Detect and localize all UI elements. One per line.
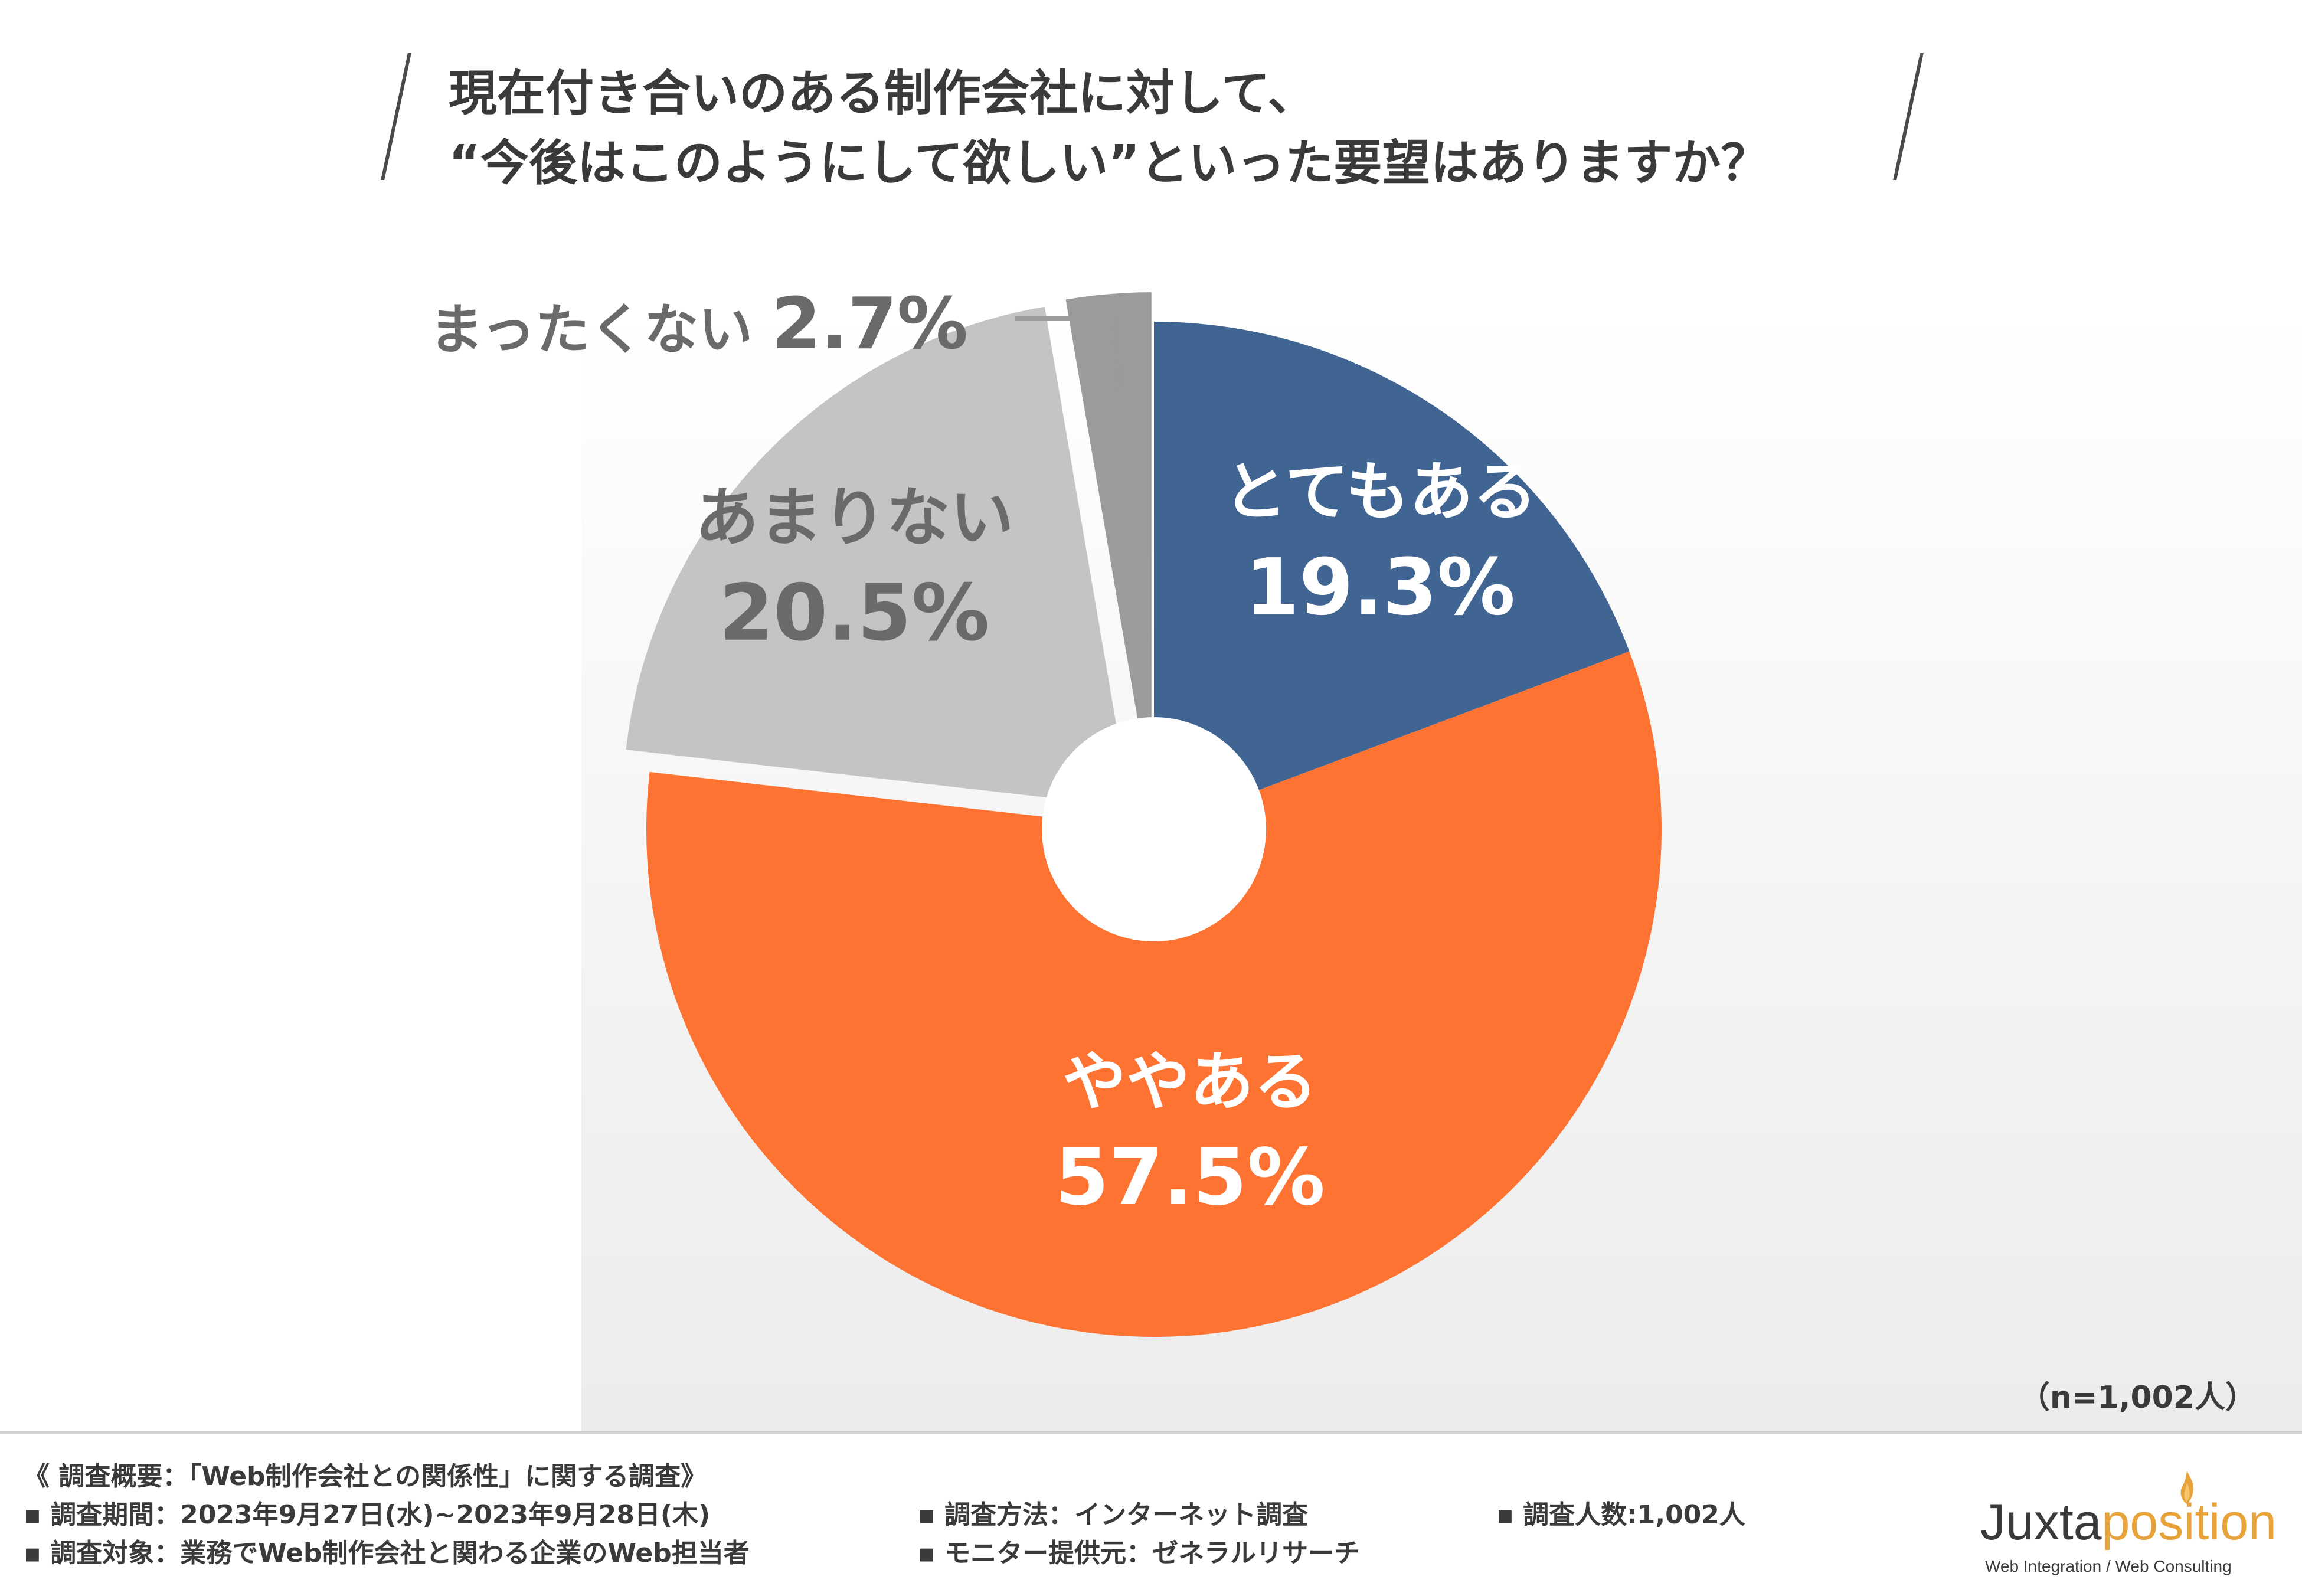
sample-size: （n=1,002人） [2019,1380,2256,1415]
juxtaposition-logo: Juxtaposition Web Integration / Web Cons… [1980,1470,2277,1582]
leader-line-mattakunai [1015,316,1124,390]
title-line-1: 現在付き合いのある制作会社に対して、 [449,66,1316,122]
category-label-yaya-aru: ややある [1062,1045,1317,1119]
value-label-totemo-aru: 19.3% [1245,542,1515,633]
slice-amari-nai [626,306,1131,807]
donut-hole [1042,717,1266,941]
category-label-totemo-aru: とてもある [1223,455,1536,529]
category-label-mattaku-nai: まったくない [429,298,771,361]
label-mattaku-nai: まったくない 2.7% [429,283,968,365]
slice-yaya-aru [646,651,1662,1337]
logo-name-part2: position [2101,1494,2277,1551]
logo-wordmark: Juxtaposition [1980,1493,2277,1552]
value-label-amari-nai: 20.5% [720,568,990,659]
survey-target: ▪ 調査対象：業務でWeb制作会社と関わる企業のWeb担当者 [24,1538,750,1568]
flame-icon [2180,1471,2194,1504]
survey-method: ▪ 調査方法：インターネット調査 [918,1500,1309,1530]
chart-title: 現在付き合いのある制作会社に対して、 “今後はこのようにして欲しい”といった要望… [449,59,1806,198]
survey-count: ▪ 調査人数:1,002人 [1496,1500,1745,1530]
title-line-2: “今後はこのようにして欲しい”といった要望はありますか？ [449,135,1770,191]
slice-mattaku-nai [1065,292,1152,800]
slice-totemo-aru [1154,322,1630,829]
logo-tagline: Web Integration / Web Consulting [1985,1557,2232,1575]
survey-footer [0,1431,2302,1596]
survey-period: ▪ 調査期間：2023年9月27日(水)~2023年9月28日(木) [24,1500,711,1530]
value-label-yaya-aru: 57.5% [1055,1132,1325,1223]
survey-heading: 《 調査概要：「Web制作会社との関係性」に関する調査》 [24,1461,707,1492]
logo-name-part1: Juxta [1980,1494,2102,1551]
value-label-mattaku-nai: 2.7% [771,283,968,365]
category-label-amari-nai: あまりない [695,481,1013,555]
survey-provider: ▪ モニター提供元：ゼネラルリサーチ [918,1538,1361,1568]
